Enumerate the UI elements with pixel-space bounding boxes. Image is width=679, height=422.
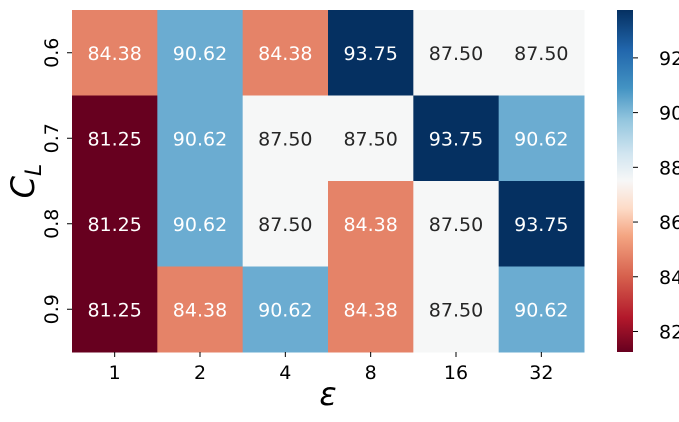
- colorbar-tick-label: 92: [659, 48, 679, 70]
- x-tick-label: 4: [279, 362, 291, 384]
- cell-value-label: 93.75: [514, 214, 568, 236]
- cell-value-label: 84.38: [258, 43, 312, 65]
- colorbar-tick-label: 86: [659, 212, 679, 234]
- y-axis-label: CL: [4, 164, 47, 199]
- heatmap-cell: [328, 181, 414, 267]
- heatmap-cell: [498, 10, 585, 96]
- heatmap-cell: [72, 181, 158, 267]
- y-axis-ticks: 0.6 0.7 0.8 0.9: [41, 38, 72, 324]
- heatmap-cell: [328, 95, 414, 182]
- heatmap-cell: [242, 10, 329, 96]
- heatmap-cell: [413, 10, 500, 96]
- heatmap-cell: [498, 181, 585, 267]
- cell-value-label: 87.50: [258, 128, 312, 150]
- y-tick-label: 0.9: [41, 294, 63, 324]
- heatmap-cell: [413, 266, 500, 353]
- x-tick-label: 32: [529, 362, 553, 384]
- cell-value-label: 81.25: [87, 214, 141, 236]
- heatmap-cell: [72, 95, 158, 182]
- x-axis-ticks: 1 2 4 8 16 32: [109, 352, 553, 384]
- cell-value-label: 84.38: [343, 214, 397, 236]
- cell-value-label: 90.62: [173, 128, 227, 150]
- heatmap-cell: [328, 10, 414, 96]
- cell-value-label: 93.75: [429, 128, 483, 150]
- x-tick-label: 1: [109, 362, 121, 384]
- heatmap-cells: [72, 10, 585, 353]
- cell-value-label: 87.50: [514, 43, 568, 65]
- colorbar-tick-label: 84: [659, 267, 679, 289]
- heatmap-cell: [72, 10, 158, 96]
- colorbar-ticks: 82 84 86 88 90 92: [633, 48, 679, 343]
- heatmap-cell: [157, 95, 244, 182]
- heatmap-cell: [242, 95, 329, 182]
- heatmap-cell: [157, 10, 244, 96]
- heatmap-cell: [242, 181, 329, 267]
- cell-value-label: 90.62: [173, 214, 227, 236]
- y-tick-label: 0.8: [41, 209, 63, 239]
- heatmap-cell: [157, 181, 244, 267]
- colorbar-tick-label: 90: [659, 103, 679, 125]
- cell-value-label: 90.62: [173, 43, 227, 65]
- cell-value-label: 90.62: [258, 299, 312, 321]
- cell-value-label: 81.25: [87, 299, 141, 321]
- x-tick-label: 16: [444, 362, 468, 384]
- cell-value-label: 90.62: [514, 128, 568, 150]
- cell-value-label: 87.50: [429, 43, 483, 65]
- cell-value-label: 87.50: [429, 299, 483, 321]
- y-axis-label-main: C: [4, 175, 42, 198]
- cell-value-label: 93.75: [343, 43, 397, 65]
- cell-value-label: 87.50: [258, 214, 312, 236]
- x-tick-label: 8: [365, 362, 377, 384]
- heatmap-cell: [242, 266, 329, 353]
- y-tick-label: 0.7: [41, 123, 63, 153]
- colorbar: [617, 10, 633, 352]
- heatmap-cell: [413, 95, 500, 182]
- cell-value-label: 90.62: [514, 299, 568, 321]
- heatmap-cell: [157, 266, 244, 353]
- y-axis-label-subscript: L: [22, 164, 47, 176]
- heatmap-cell: [498, 95, 585, 182]
- y-tick-label: 0.6: [41, 38, 63, 68]
- cell-value-label: 84.38: [173, 299, 227, 321]
- cell-value-label: 84.38: [87, 43, 141, 65]
- x-axis-label: ε: [319, 375, 336, 413]
- colorbar-tick-label: 82: [659, 321, 679, 343]
- heatmap-cell: [413, 181, 500, 267]
- cell-value-label: 87.50: [429, 214, 483, 236]
- colorbar-tick-label: 88: [659, 157, 679, 179]
- heatmap-cell: [72, 266, 158, 353]
- cell-value-label: 87.50: [343, 128, 397, 150]
- heatmap-cell: [498, 266, 585, 353]
- cell-value-label: 84.38: [343, 299, 397, 321]
- heatmap-cell-labels: 84.38 90.62 84.38 93.75 87.50 87.50 81.25 90.62…: [87, 43, 568, 322]
- cell-value-label: 81.25: [87, 128, 141, 150]
- x-tick-label: 2: [194, 362, 206, 384]
- heatmap-cell: [328, 266, 414, 353]
